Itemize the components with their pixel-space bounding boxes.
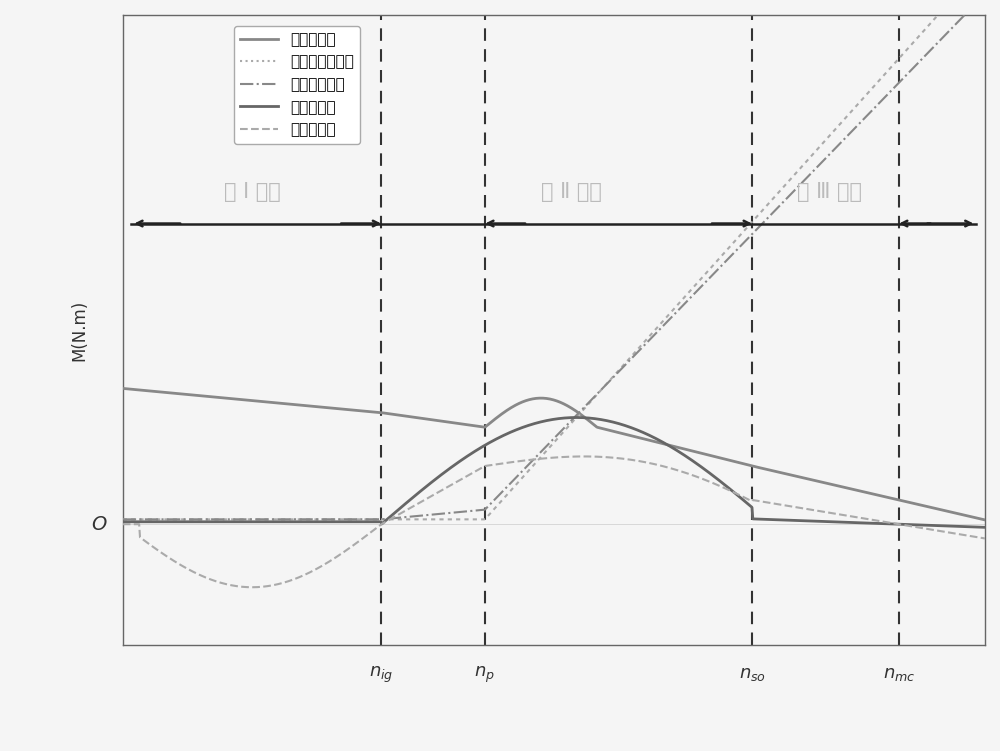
Text: $O$: $O$ (91, 514, 107, 534)
Text: 第 Ⅰ 阶段: 第 Ⅰ 阶段 (224, 182, 280, 201)
Text: $n_{ig}$: $n_{ig}$ (369, 665, 394, 685)
Text: 第 Ⅲ 阶段: 第 Ⅲ 阶段 (797, 182, 862, 201)
Legend: 起动机扭矩, 发动机渦轮扭矩, 发动机阻力矩, 净加速扭矩, 发动机扭矩: 起动机扭矩, 发动机渦轮扭矩, 发动机阻力矩, 净加速扭矩, 发动机扭矩 (234, 26, 360, 143)
Text: M(N.m): M(N.m) (71, 300, 89, 360)
Text: $n_{so}$: $n_{so}$ (739, 665, 766, 683)
Text: $n_p$: $n_p$ (474, 665, 495, 685)
Text: 第 Ⅱ 阶段: 第 Ⅱ 阶段 (541, 182, 602, 201)
Text: $n_{mc}$: $n_{mc}$ (883, 665, 915, 683)
